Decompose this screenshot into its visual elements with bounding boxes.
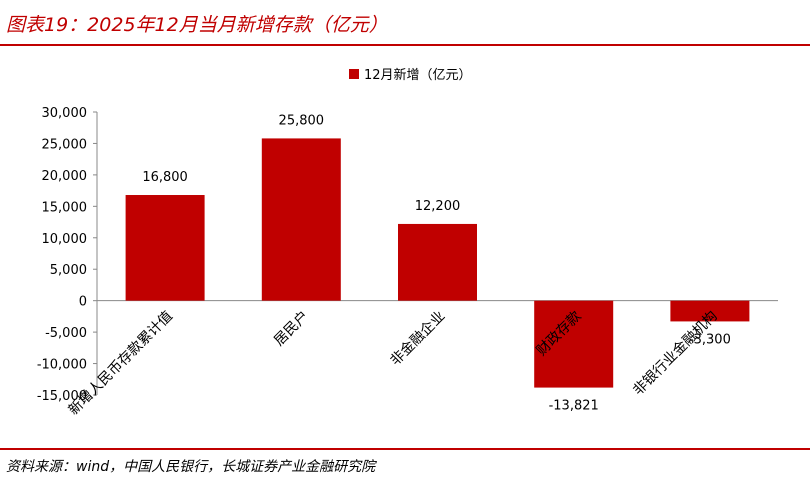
source-note: 资料来源：wind，中国人民银行，长城证券产业金融研究院 — [6, 459, 376, 475]
legend-label: 12月新增（亿元） — [364, 67, 472, 83]
bar — [534, 300, 614, 388]
y-tick-label: -10,000 — [37, 358, 87, 373]
legend-swatch — [349, 69, 359, 79]
y-tick-label: 30,000 — [42, 106, 88, 121]
y-tick-label: 5,000 — [50, 263, 87, 278]
y-tick-label: 15,000 — [42, 200, 88, 215]
y-tick-label: -5,000 — [45, 326, 87, 341]
data-label: 16,800 — [142, 170, 188, 185]
y-tick-label: 0 — [79, 295, 87, 310]
bar — [261, 138, 341, 301]
chart-title: 图表19：2025年12月当月新增存款（亿元） — [6, 14, 388, 36]
y-tick-label: 10,000 — [42, 232, 88, 247]
y-tick-label: -15,000 — [37, 389, 87, 404]
category-label: 居民户 — [270, 307, 312, 349]
data-label: 25,800 — [279, 113, 325, 128]
data-label: 12,200 — [415, 199, 461, 214]
bar — [398, 223, 477, 301]
category-label: 非金融企业 — [387, 307, 449, 369]
y-tick-label: 25,000 — [42, 137, 88, 152]
bar-chart: 12月新增（亿元） 30,000 25,000 20,000 15,000 10,000 5… — [37, 67, 778, 418]
data-label: -3,300 — [689, 332, 731, 347]
title-divider — [0, 44, 810, 46]
source-divider — [0, 448, 810, 450]
y-tick-label: 20,000 — [42, 169, 88, 184]
category-label: 非银行业金融机构 — [630, 308, 721, 399]
data-label: -13,821 — [549, 399, 599, 414]
bar — [670, 300, 750, 322]
bar — [125, 195, 205, 301]
